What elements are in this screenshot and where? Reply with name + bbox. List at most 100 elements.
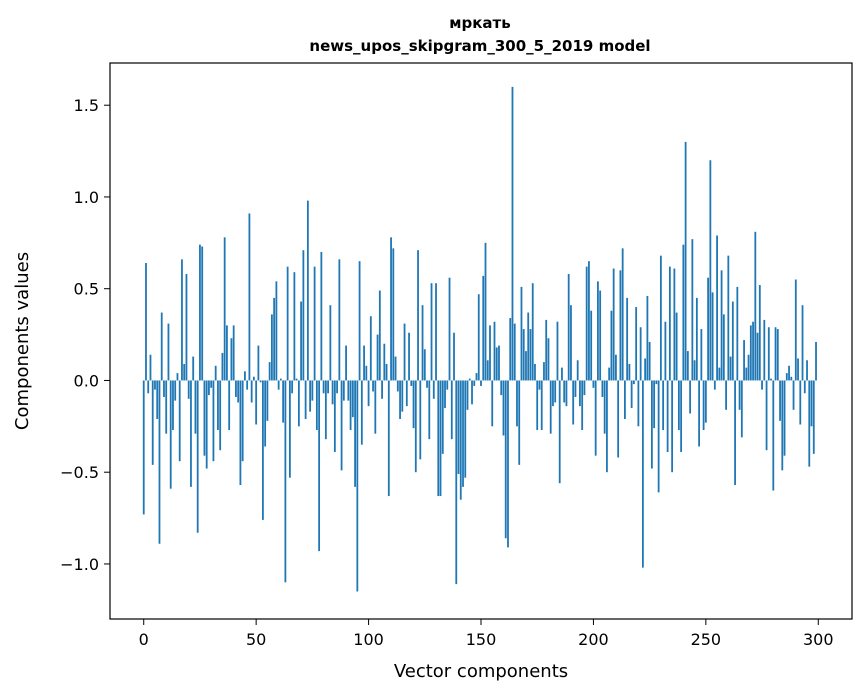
bar: [617, 380, 620, 458]
bar: [599, 290, 602, 381]
bar: [347, 380, 350, 401]
bar: [556, 321, 559, 381]
bar: [680, 380, 683, 453]
bar: [612, 268, 615, 381]
bar: [702, 380, 705, 430]
bar: [275, 281, 278, 381]
bar: [767, 327, 770, 381]
bar: [253, 376, 255, 381]
bar: [378, 290, 381, 381]
bar: [320, 252, 323, 381]
bar: [475, 373, 478, 381]
bar: [489, 325, 491, 381]
bar: [772, 380, 775, 491]
bar: [432, 380, 435, 399]
bar: [718, 367, 721, 381]
bar: [588, 261, 590, 381]
bar: [311, 380, 314, 401]
bar: [655, 380, 658, 385]
bar: [567, 274, 570, 381]
bar: [156, 380, 159, 419]
bar: [327, 380, 329, 394]
bar: [758, 285, 761, 381]
bar: [713, 380, 716, 390]
bar: [734, 380, 736, 486]
bar: [601, 380, 604, 397]
bar: [419, 380, 422, 460]
bar: [154, 380, 156, 390]
bar: [781, 380, 784, 471]
bar: [244, 371, 246, 381]
bar: [516, 380, 518, 427]
bar: [722, 314, 725, 381]
bar: [752, 321, 754, 381]
bar: [338, 259, 341, 381]
x-tick-label: 250: [691, 630, 722, 649]
bar: [619, 270, 622, 381]
bar: [509, 318, 512, 381]
bar: [471, 380, 473, 405]
bar: [176, 373, 179, 381]
bar: [525, 351, 527, 381]
bar: [410, 380, 413, 386]
bar: [221, 352, 224, 381]
bar: [621, 248, 624, 381]
bar: [608, 367, 611, 381]
bar: [581, 380, 584, 430]
bar: [376, 334, 379, 381]
bar: [259, 380, 262, 383]
bar: [518, 380, 521, 465]
bar: [747, 354, 750, 381]
bar: [369, 316, 372, 381]
bar: [498, 345, 500, 381]
bar: [448, 277, 451, 381]
bar: [534, 363, 536, 381]
bar: [504, 380, 507, 539]
bar: [545, 319, 548, 381]
bar: [223, 237, 226, 381]
bar: [232, 325, 235, 381]
y-axis-label: Components values: [12, 252, 33, 430]
bar: [812, 380, 815, 454]
bar: [374, 380, 377, 434]
bar: [763, 319, 766, 381]
bar: [808, 380, 811, 467]
bar: [738, 380, 741, 410]
bar: [214, 365, 217, 381]
bar: [250, 380, 253, 403]
bar: [264, 380, 267, 447]
bar: [698, 380, 700, 447]
bar: [435, 283, 437, 381]
bar: [725, 380, 727, 410]
chart-subtitle: news_upos_skipgram_300_5_2019 model: [309, 37, 650, 55]
bar: [235, 380, 237, 397]
bar: [390, 237, 392, 381]
bar: [149, 354, 152, 381]
bar: [277, 380, 280, 390]
bar: [543, 362, 545, 381]
bar: [774, 327, 777, 381]
y-tick-label: 1.0: [74, 188, 99, 207]
bar: [572, 380, 575, 425]
bar: [324, 380, 327, 440]
bar: [486, 360, 489, 381]
bar: [453, 332, 455, 381]
bar: [257, 345, 260, 381]
bar: [300, 301, 303, 381]
bar: [570, 305, 572, 381]
bar: [756, 332, 759, 381]
bar: [653, 380, 656, 429]
bar: [160, 312, 163, 381]
bar: [677, 380, 680, 430]
bar: [671, 380, 674, 473]
bar: [788, 365, 790, 381]
bar: [412, 380, 415, 429]
bar: [761, 380, 763, 390]
bar: [536, 380, 539, 430]
bar: [462, 380, 464, 487]
bar: [633, 380, 635, 385]
bar: [405, 380, 408, 407]
bar: [437, 380, 440, 497]
bar: [365, 365, 368, 381]
bar: [783, 380, 786, 456]
